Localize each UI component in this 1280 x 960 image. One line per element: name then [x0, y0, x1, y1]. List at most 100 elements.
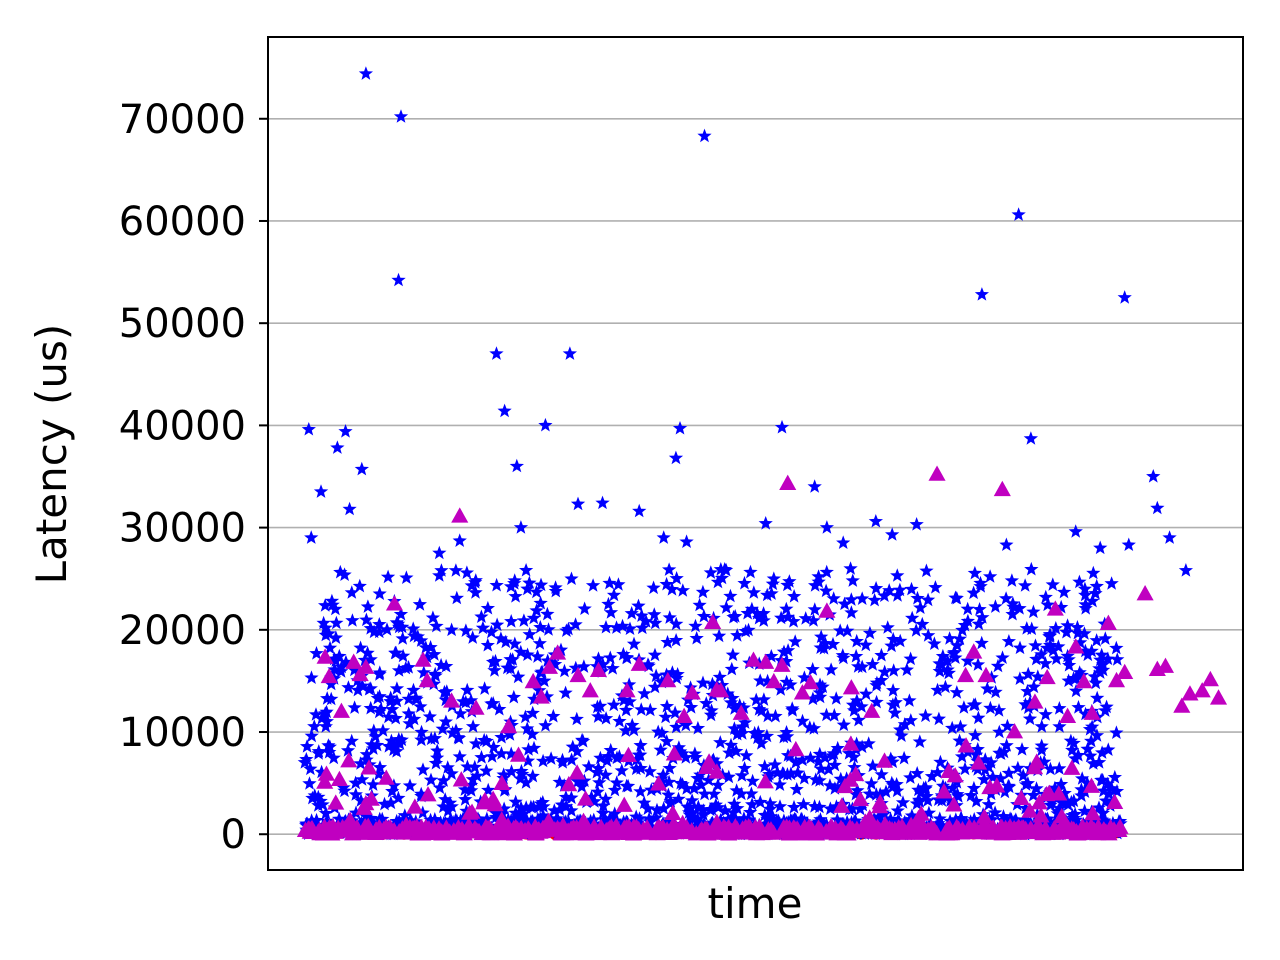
data-point-star — [1085, 719, 1100, 734]
data-point-star — [895, 795, 911, 809]
data-point-star — [840, 623, 855, 638]
data-point-star — [845, 573, 860, 587]
data-point-star — [385, 702, 400, 716]
data-point-star — [477, 732, 492, 747]
data-point-star — [347, 700, 362, 714]
data-point-star — [307, 719, 322, 733]
data-point-star — [414, 786, 429, 801]
data-point-star — [509, 458, 524, 473]
data-point-star — [844, 592, 859, 606]
data-point-star — [1146, 469, 1161, 483]
data-point-triangle — [961, 823, 979, 839]
data-point-star — [629, 809, 644, 824]
data-point-star — [1093, 540, 1108, 555]
data-point-star — [328, 630, 344, 644]
data-point-star — [401, 706, 416, 720]
data-point-triangle — [630, 655, 648, 671]
data-point-star — [391, 663, 407, 677]
data-point-star — [845, 697, 861, 712]
data-point-star — [552, 774, 567, 789]
data-point-star — [537, 673, 552, 688]
data-point-star — [1054, 795, 1069, 809]
data-point-star — [691, 799, 706, 814]
data-point-star — [877, 664, 892, 679]
data-point-star — [1026, 787, 1041, 802]
data-point-star — [912, 794, 927, 808]
data-point-triangle — [928, 465, 946, 481]
data-point-star — [812, 773, 827, 787]
data-point-triangle — [773, 656, 791, 672]
data-point-star — [819, 520, 834, 534]
data-point-triangle — [647, 823, 666, 839]
data-point-star — [988, 684, 1003, 699]
data-point-star — [555, 755, 570, 769]
data-point-star — [360, 645, 375, 660]
data-point-star — [430, 743, 445, 757]
data-point-star — [449, 590, 464, 605]
data-point-triangle — [699, 825, 717, 841]
data-point-star — [919, 789, 934, 803]
data-point-triangle — [414, 651, 432, 667]
data-point-star — [423, 772, 439, 787]
data-point-star — [360, 599, 375, 613]
data-point-star — [697, 786, 712, 801]
data-point-triangle — [1136, 585, 1154, 601]
data-point-star — [520, 647, 535, 661]
data-point-star — [620, 778, 636, 793]
data-point-star — [368, 729, 383, 743]
data-point-star — [609, 775, 624, 789]
data-point-star — [948, 812, 963, 826]
data-point-star — [692, 597, 707, 612]
data-point-star — [678, 717, 693, 732]
data-point-star — [683, 680, 698, 694]
data-point-star — [565, 739, 580, 754]
data-point-triangle — [842, 735, 860, 751]
data-point-star — [814, 629, 829, 644]
data-point-star — [598, 711, 614, 725]
data-point-star — [359, 752, 374, 767]
data-point-star — [1089, 578, 1104, 593]
data-point-star — [868, 514, 883, 528]
data-point-star — [873, 814, 888, 828]
data-point-star — [363, 681, 378, 695]
data-point-star — [452, 749, 467, 763]
data-point-star — [885, 754, 900, 769]
data-point-star — [1052, 719, 1067, 733]
data-point-star — [464, 578, 479, 592]
data-point-star — [785, 703, 800, 717]
data-point-star — [451, 730, 467, 745]
data-point-star — [843, 561, 858, 575]
data-point-star — [818, 750, 833, 764]
data-point-star — [1098, 793, 1114, 807]
data-point-star — [634, 608, 649, 622]
data-point-star — [713, 735, 728, 749]
data-point-star — [1078, 587, 1093, 602]
data-point-star — [1086, 756, 1101, 770]
data-point-star — [897, 750, 912, 765]
data-point-star — [622, 694, 637, 708]
data-point-star — [723, 695, 739, 709]
data-point-triangle — [340, 752, 358, 768]
data-point-star — [1056, 584, 1072, 599]
data-point-star — [835, 648, 850, 662]
data-point-star — [768, 708, 783, 723]
data-point-star — [812, 746, 827, 761]
data-point-star — [601, 749, 616, 763]
data-point-star — [359, 612, 374, 627]
data-point-star — [1073, 635, 1088, 649]
data-point-star — [458, 792, 473, 806]
data-point-star — [654, 771, 669, 785]
data-point-star — [315, 797, 330, 811]
data-point-star — [703, 707, 719, 722]
data-point-star — [1080, 775, 1095, 790]
data-point-triangle — [975, 808, 993, 824]
data-point-star — [1101, 742, 1116, 756]
data-point-triangle — [1083, 704, 1101, 720]
data-point-star — [500, 660, 515, 675]
data-point-star — [703, 565, 718, 579]
data-point-star — [899, 662, 914, 676]
data-point-star — [807, 479, 822, 493]
data-point-star — [533, 595, 548, 610]
data-point-star — [679, 534, 694, 548]
data-point-star — [540, 606, 555, 621]
